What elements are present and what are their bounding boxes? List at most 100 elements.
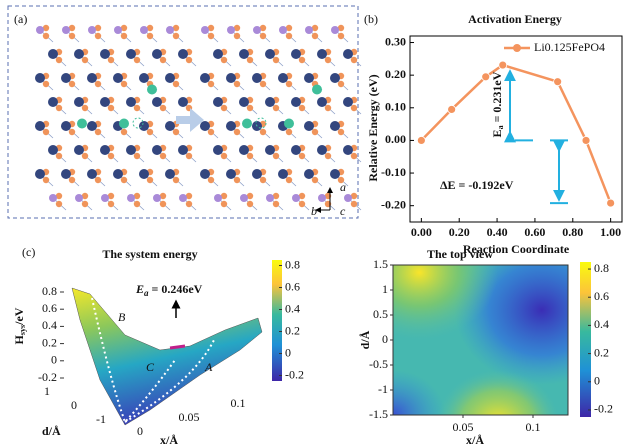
atom <box>220 152 228 160</box>
atom <box>239 145 249 155</box>
atom <box>207 176 215 184</box>
atom <box>259 80 267 88</box>
x-tick-label: 1.00 <box>600 225 621 239</box>
y-axis-label: d/Å <box>358 330 372 349</box>
atom <box>146 24 154 32</box>
atom <box>220 56 228 64</box>
atom <box>318 194 326 202</box>
atom <box>172 128 180 136</box>
atom <box>107 192 115 200</box>
x-tick-label: 0.05 <box>453 420 474 434</box>
atom <box>35 169 45 179</box>
atom <box>48 49 58 59</box>
point <box>498 60 508 70</box>
atom <box>337 80 345 88</box>
atom <box>207 24 215 32</box>
colorbar-tick-label: 0.2 <box>285 323 300 337</box>
atom <box>298 56 306 64</box>
colorbar-tick-label: 0.8 <box>285 257 300 271</box>
atom <box>49 194 57 202</box>
atom <box>114 26 122 34</box>
atom <box>139 73 149 83</box>
atom <box>233 32 241 40</box>
atom <box>220 200 228 208</box>
atom <box>146 176 154 184</box>
vacancy <box>255 117 267 129</box>
atom <box>317 97 327 107</box>
atom <box>172 24 180 32</box>
atom <box>285 80 293 88</box>
y-tick-label: -1 <box>378 382 388 396</box>
z-tick-label: 0.6 <box>42 301 57 315</box>
atom <box>304 169 314 179</box>
atom <box>324 104 332 112</box>
colorbar <box>272 260 282 381</box>
atom <box>36 26 44 34</box>
path-label: C <box>146 360 155 374</box>
vacancy <box>132 117 144 129</box>
atom <box>107 104 115 112</box>
heatmap <box>392 264 569 416</box>
atom <box>285 128 293 136</box>
z-tick-label: 0.8 <box>42 284 57 298</box>
d-axis-label: d/Å <box>42 424 61 438</box>
atom <box>100 145 110 155</box>
ea-part: E <box>490 129 504 137</box>
atom <box>55 56 63 64</box>
atom <box>330 169 340 179</box>
atom <box>207 32 215 40</box>
axis-name: c <box>340 204 346 218</box>
atom <box>265 49 275 59</box>
atom <box>220 104 228 112</box>
atom <box>68 176 76 184</box>
atom <box>81 104 89 112</box>
atom <box>107 200 115 208</box>
point <box>416 136 426 145</box>
atom <box>68 24 76 32</box>
atom <box>343 145 353 155</box>
x-tick-label: 0.60 <box>524 225 545 239</box>
atom <box>185 200 193 208</box>
atom <box>291 49 301 59</box>
y-axis-label: Relative Energy (eV) <box>366 74 380 181</box>
axis-name: a <box>340 180 346 194</box>
atom <box>146 128 154 136</box>
atom <box>120 80 128 88</box>
atom <box>214 194 222 202</box>
atom <box>101 194 109 202</box>
panel-label: (b) <box>364 12 378 26</box>
li-atom <box>284 118 294 129</box>
atom <box>337 32 345 40</box>
atom <box>87 73 97 83</box>
atom <box>88 26 96 34</box>
atom <box>120 176 128 184</box>
de-label: ΔE = -0.192eV <box>440 178 514 192</box>
atom <box>42 32 50 40</box>
atom <box>172 80 180 88</box>
atom <box>133 104 141 112</box>
atom <box>172 176 180 184</box>
atom <box>344 194 352 202</box>
atom <box>272 56 280 64</box>
atom <box>272 200 280 208</box>
atom <box>120 32 128 40</box>
d-tick-label: -1 <box>96 412 106 426</box>
atom <box>259 128 267 136</box>
atom <box>152 145 162 155</box>
point <box>581 136 591 145</box>
atom <box>172 32 180 40</box>
atom <box>285 176 293 184</box>
atom <box>94 80 102 88</box>
atom <box>166 26 174 34</box>
colorbar-tick-label: 0 <box>285 345 291 359</box>
y-tick-label: -1.5 <box>369 407 388 421</box>
atom <box>246 200 254 208</box>
atom <box>126 145 136 155</box>
x-tick-label: 0.05 <box>179 410 200 424</box>
atom <box>259 176 267 184</box>
atom <box>74 49 84 59</box>
x-tick-label: 0 <box>137 424 143 438</box>
z-tick-label: 0.4 <box>42 318 57 332</box>
atom <box>311 24 319 32</box>
panel-label: (a) <box>14 12 27 26</box>
